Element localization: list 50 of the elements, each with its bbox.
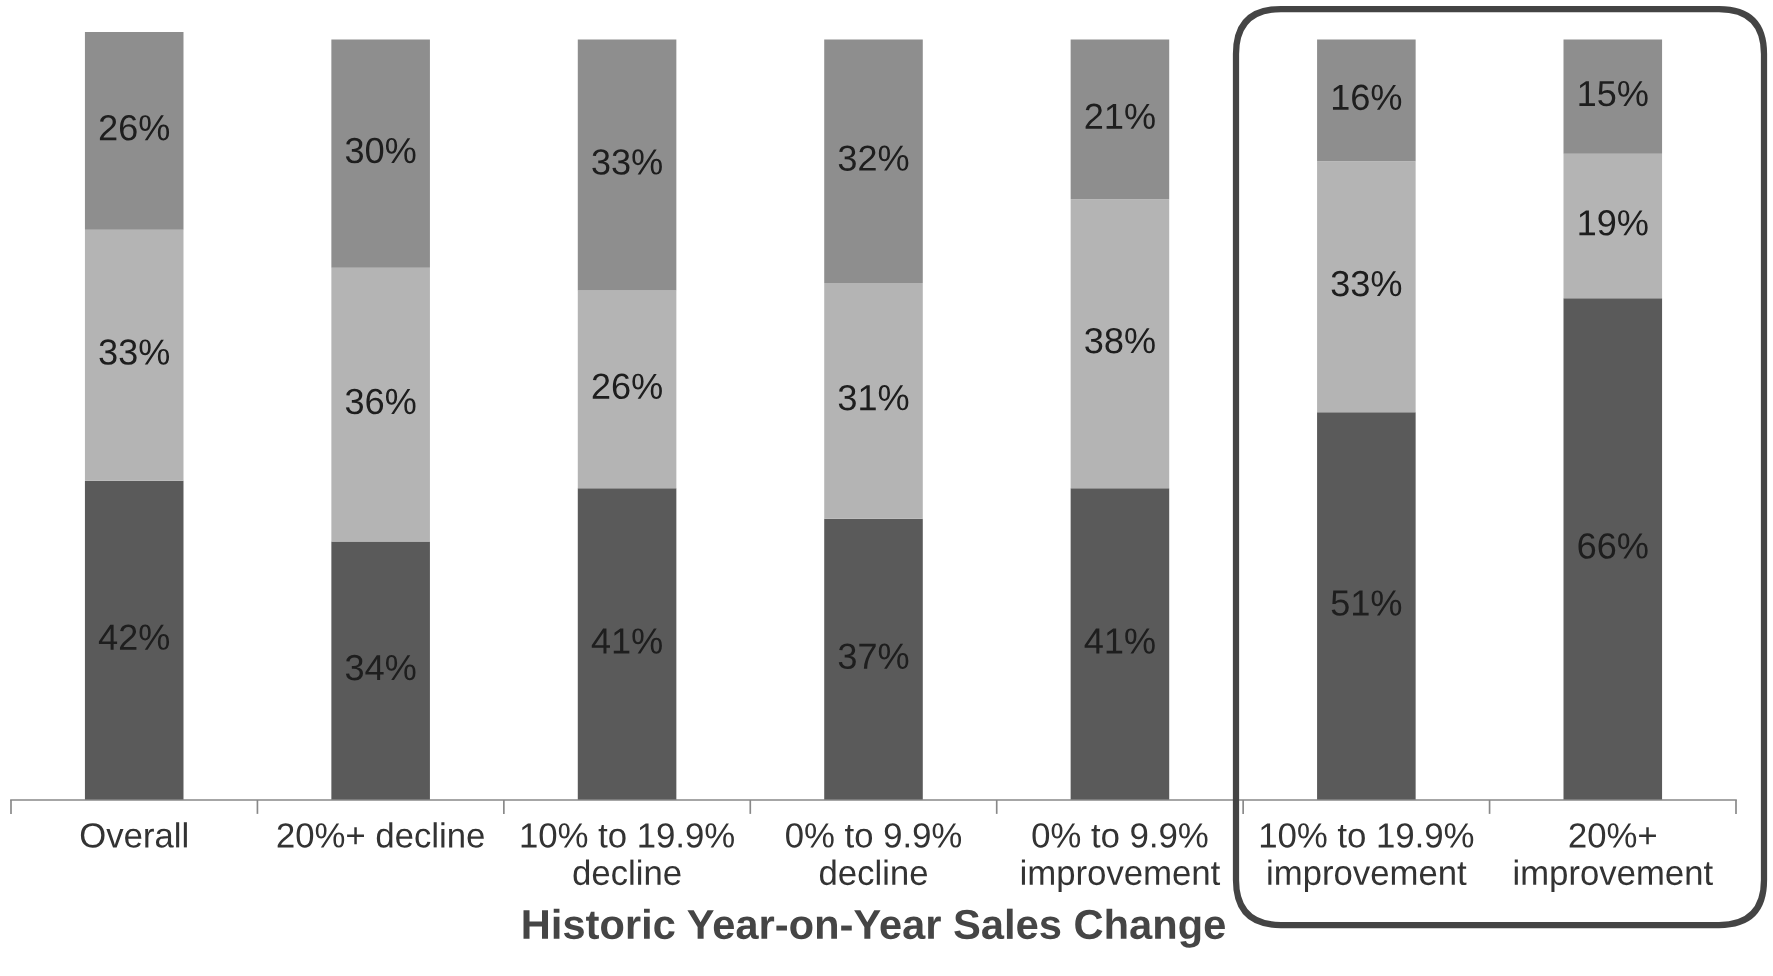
x-tick-label: 10% to 19.9% decline <box>521 823 734 886</box>
data-label: 37% <box>838 643 909 670</box>
bar <box>1070 488 1170 800</box>
bar <box>331 267 430 542</box>
data-label: 21% <box>1085 103 1155 129</box>
data-label: 51% <box>1331 590 1402 616</box>
x-tick-label: 10% to 19.9% improvement <box>1260 823 1474 892</box>
data-label: 16% <box>1332 84 1402 111</box>
data-label: 34% <box>345 654 416 681</box>
data-label: 26% <box>99 114 170 141</box>
bar <box>331 39 430 268</box>
data-label: 38% <box>1085 327 1155 354</box>
bar <box>577 39 677 291</box>
bar <box>1317 39 1416 162</box>
data-label: 33% <box>99 339 170 365</box>
bar <box>1070 39 1170 200</box>
data-label: 31% <box>838 384 909 411</box>
bar <box>84 229 184 481</box>
x-tick-label: 20%+ improvement <box>1514 823 1713 892</box>
data-label: 42% <box>98 624 170 650</box>
data-label: 19% <box>1579 210 1648 236</box>
bar <box>577 488 677 800</box>
x-tick-label: 20%+ decline <box>277 822 484 848</box>
bar <box>1317 412 1416 800</box>
bar <box>824 39 923 283</box>
x-axis-title: Historic Year-on-Year Sales Change <box>523 908 1225 948</box>
data-label: 26% <box>592 373 662 400</box>
x-tick-label: 0% to 9.9% improvement <box>1021 823 1221 892</box>
data-label: 66% <box>1578 533 1648 559</box>
x-tick-label: Overall <box>80 822 187 848</box>
x-tick-label: 0% to 9.9% decline <box>786 823 962 886</box>
data-label: 32% <box>838 145 909 171</box>
bar <box>331 541 430 800</box>
data-label: 36% <box>345 388 416 415</box>
data-label: 33% <box>592 149 662 175</box>
data-label: 15% <box>1579 80 1648 107</box>
bar <box>577 290 677 489</box>
data-label: 41% <box>591 628 662 654</box>
bar <box>1563 298 1663 800</box>
bar <box>1563 153 1663 299</box>
data-label: 41% <box>1084 628 1155 654</box>
bar <box>1317 161 1416 413</box>
data-label: 30% <box>345 137 416 164</box>
bar <box>84 32 184 230</box>
bar <box>1070 199 1170 489</box>
bar <box>1563 39 1663 154</box>
bar <box>84 480 184 800</box>
bar <box>824 518 923 800</box>
data-label: 33% <box>1331 270 1402 297</box>
bar <box>824 282 923 519</box>
